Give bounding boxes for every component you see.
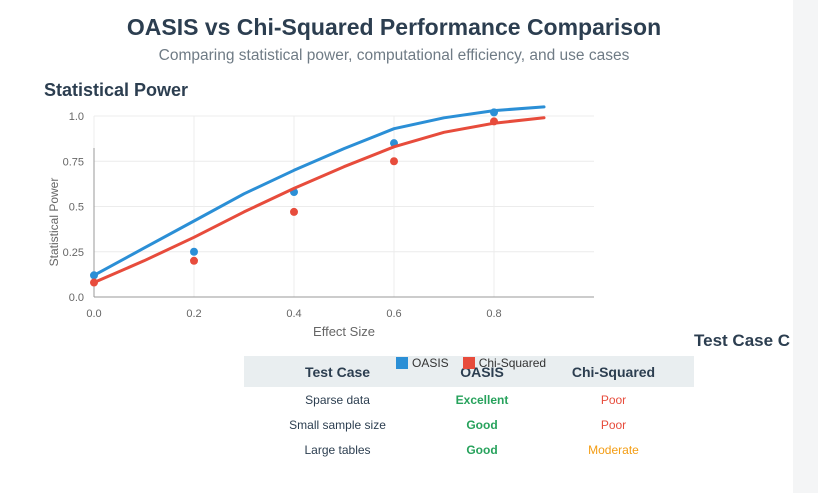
data-point-oasis: [190, 247, 198, 256]
legend-swatch-oasis: [396, 357, 408, 369]
table-row: Sparse data Excellent Poor: [244, 387, 694, 412]
legend-label-oasis: OASIS: [412, 356, 449, 370]
y-tick-label: 0.0: [69, 292, 84, 304]
data-point-chi-squared: [390, 157, 398, 166]
table-row: Large tables Good Moderate: [244, 437, 694, 462]
comparison-card: OASIS vs Chi-Squared Performance Compari…: [0, 0, 793, 493]
x-tick-label: 0.8: [486, 308, 501, 320]
test-case-table: Test Case OASIS Chi-Squared Sparse data …: [244, 356, 694, 462]
y-tick-label: 1.0: [69, 111, 84, 123]
x-axis-title: Effect Size: [313, 324, 375, 339]
legend-item-chi-squared[interactable]: Chi-Squared: [462, 356, 547, 370]
power-chart: 0.0 0.2 0.4 0.6 0.8 0.0 0.25 0.5 0.75 1.0 Effect S…: [47, 105, 594, 339]
oasis-rating-cell: Excellent: [455, 392, 509, 407]
data-point-oasis: [490, 108, 498, 117]
data-point-chi-squared: [290, 207, 298, 216]
test-case-heading: Test Case C: [694, 331, 791, 350]
y-axis-title: Statistical Power: [47, 178, 61, 267]
data-point-chi-squared: [90, 278, 98, 287]
x-tick-label: 0.6: [386, 308, 401, 320]
series-line-chi-squared: [92, 116, 546, 284]
legend-label-chi-squared: Chi-Squared: [478, 356, 547, 370]
x-tick-label: 0.0: [86, 308, 101, 320]
page-title: OASIS vs Chi-Squared Performance Compari…: [126, 14, 662, 40]
chi-rating-cell: Poor: [600, 392, 627, 407]
chi-rating-cell: Moderate: [588, 442, 639, 457]
header-chi-squared: Chi-Squared: [571, 363, 656, 380]
series-line-oasis: [92, 105, 546, 277]
chart-legend: OASIS Chi-Squared: [396, 355, 560, 371]
table-row: Small sample size Good Poor: [244, 412, 694, 437]
statistical-power-heading: Statistical Power: [44, 80, 189, 100]
test-case-table-container: Test Case OASIS Chi-Squared Sparse data …: [244, 356, 694, 463]
oasis-rating-cell: Good: [466, 417, 498, 432]
y-tick-label: 0.25: [63, 247, 84, 259]
test-case-cell: Large tables: [304, 442, 371, 457]
x-tick-label: 0.2: [186, 308, 201, 320]
x-tick-label: 0.4: [286, 308, 301, 320]
page-subtitle: Comparing statistical power, computation…: [158, 47, 630, 64]
header-test-case: Test Case: [304, 363, 371, 380]
chi-rating-cell: Poor: [600, 417, 627, 432]
legend-swatch-chi-squared: [462, 357, 475, 369]
test-case-cell: Small sample size: [289, 417, 386, 432]
data-point-chi-squared: [190, 256, 198, 265]
y-tick-label: 0.75: [63, 156, 84, 168]
oasis-rating-cell: Good: [466, 442, 498, 457]
data-point-oasis: [90, 271, 98, 280]
data-point-chi-squared: [490, 117, 498, 126]
test-case-cell: Sparse data: [305, 392, 370, 407]
y-tick-label: 0.5: [69, 202, 84, 214]
legend-item-oasis[interactable]: OASIS: [396, 356, 449, 370]
